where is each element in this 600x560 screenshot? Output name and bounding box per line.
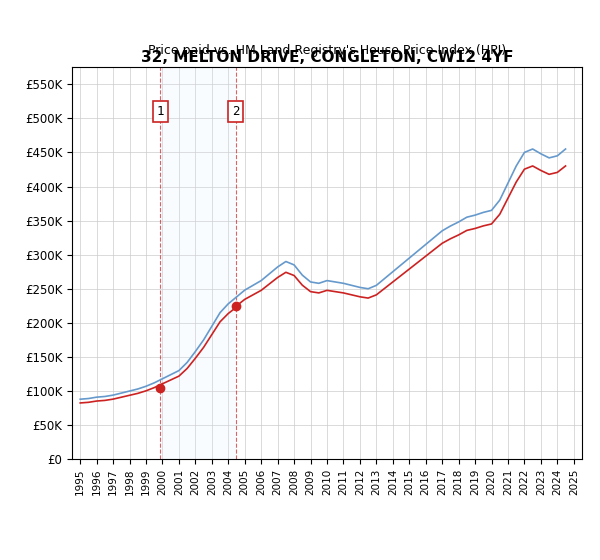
Text: Price paid vs. HM Land Registry's House Price Index (HPI): Price paid vs. HM Land Registry's House … <box>148 44 506 58</box>
Text: 2: 2 <box>232 105 239 118</box>
Text: 1: 1 <box>157 105 164 118</box>
Title: 32, MELTON DRIVE, CONGLETON, CW12 4YF: 32, MELTON DRIVE, CONGLETON, CW12 4YF <box>141 50 513 64</box>
Bar <box>160 67 236 459</box>
